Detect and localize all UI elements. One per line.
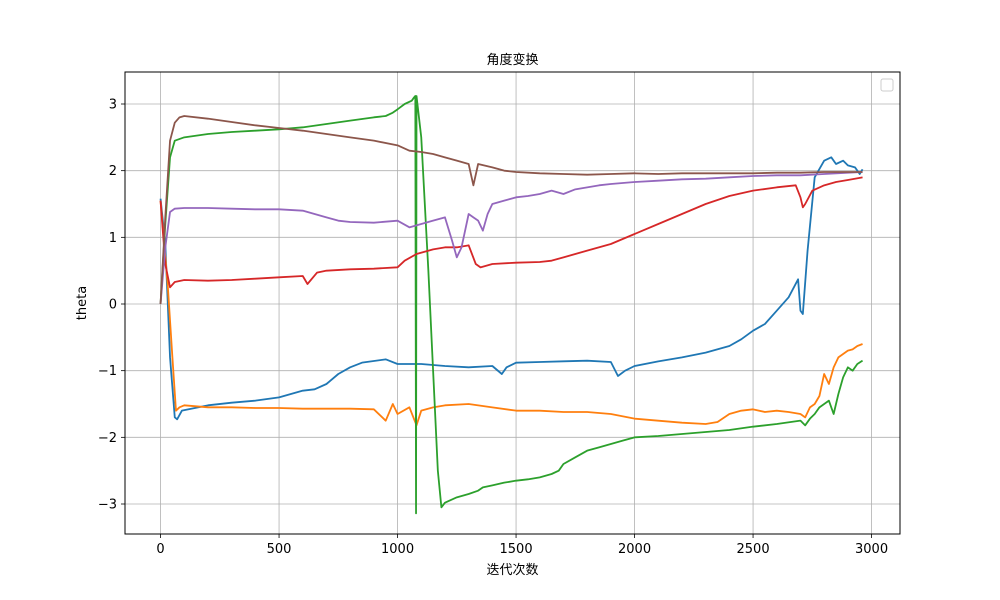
line-series-2 xyxy=(159,200,863,427)
y-tick-label: −2 xyxy=(98,431,117,446)
y-tick-label: 3 xyxy=(109,98,117,113)
chart-title: 角度变换 xyxy=(486,52,538,68)
x-tick-label: 1000 xyxy=(381,542,414,557)
y-tick-label: −3 xyxy=(98,498,117,513)
y-axis-label: theta xyxy=(75,286,90,320)
axes-frame xyxy=(124,71,901,535)
grid xyxy=(125,72,900,534)
x-tick-label: 3000 xyxy=(855,542,888,557)
line-series-6 xyxy=(159,115,863,305)
y-axis: −3 −2 −1 0 1 2 3 xyxy=(98,98,125,513)
y-tick-label: −1 xyxy=(98,364,117,379)
line-series-3 xyxy=(159,95,864,515)
x-axis: 0 500 1000 1500 2000 2500 3000 xyxy=(156,534,888,557)
x-tick-label: 2000 xyxy=(618,542,651,557)
series-group xyxy=(159,95,864,515)
y-tick-label: 1 xyxy=(109,231,117,246)
x-tick-label: 500 xyxy=(267,542,292,557)
x-axis-label: 迭代次数 xyxy=(486,562,538,578)
x-tick-label: 0 xyxy=(156,542,164,557)
y-tick-label: 2 xyxy=(109,164,117,179)
line-series-1 xyxy=(159,156,864,421)
x-tick-label: 1500 xyxy=(500,542,533,557)
x-tick-label: 2500 xyxy=(737,542,770,557)
y-tick-label: 0 xyxy=(109,298,117,313)
plot-area xyxy=(159,95,864,515)
line-series-4 xyxy=(159,176,863,289)
line-series-5 xyxy=(159,171,863,305)
legend-box xyxy=(880,78,894,92)
